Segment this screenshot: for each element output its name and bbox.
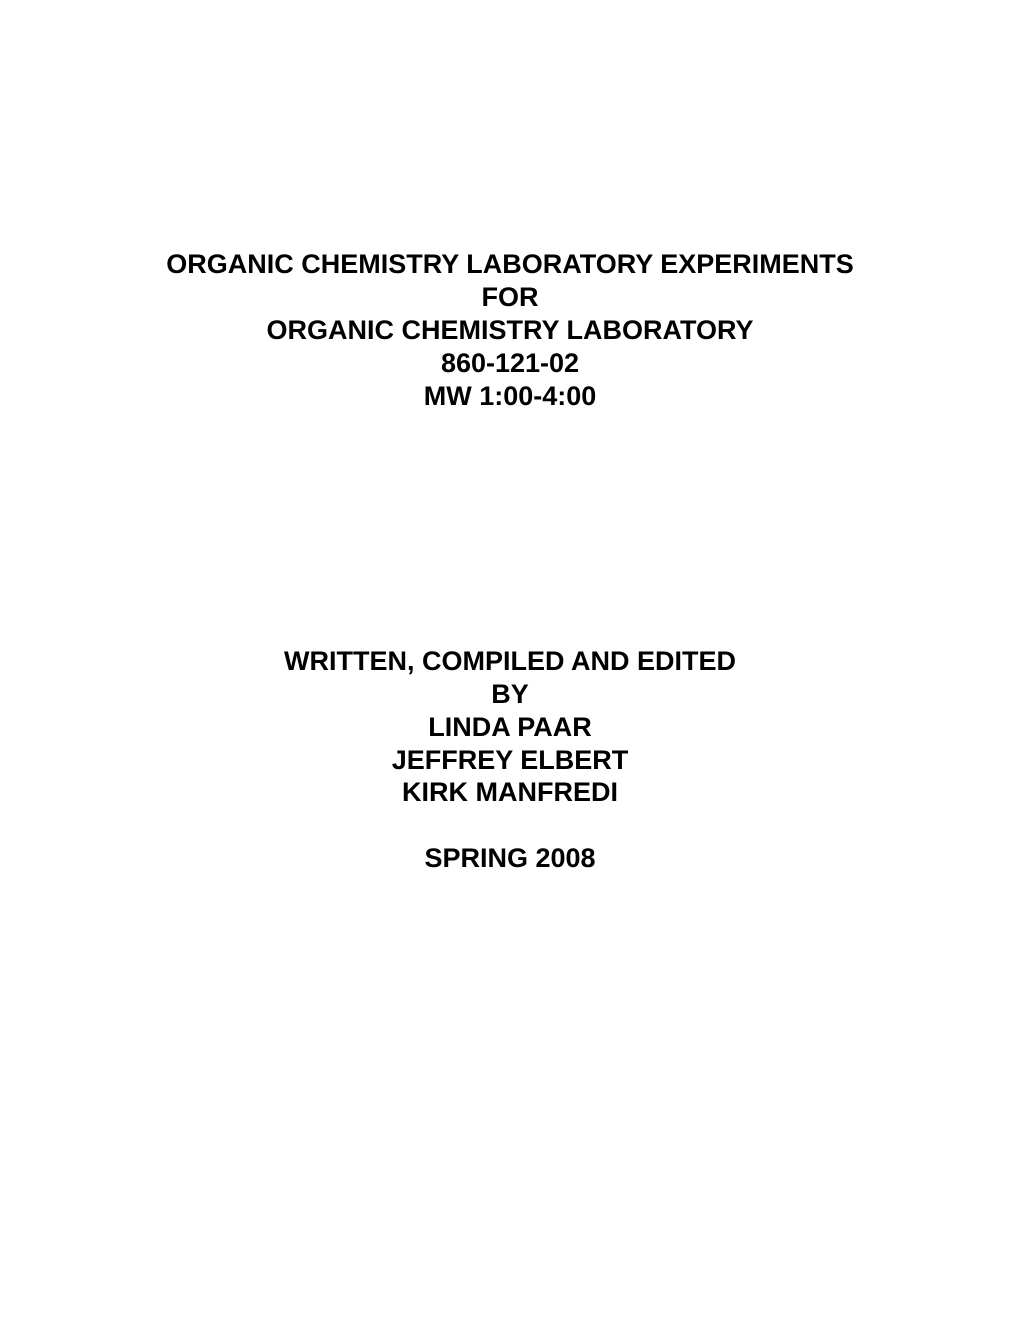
title-line-3: ORGANIC CHEMISTRY LABORATORY [0, 314, 1020, 347]
term: SPRING 2008 [424, 843, 595, 873]
credits-heading-2: BY [0, 678, 1020, 711]
credits-heading-1: WRITTEN, COMPILED AND EDITED [0, 645, 1020, 678]
document-page: ORGANIC CHEMISTRY LABORATORY EXPERIMENTS… [0, 0, 1020, 1320]
author-2: JEFFREY ELBERT [0, 744, 1020, 777]
author-3: KIRK MANFREDI [0, 776, 1020, 809]
title-block: ORGANIC CHEMISTRY LABORATORY EXPERIMENTS… [0, 248, 1020, 413]
author-1: LINDA PAAR [0, 711, 1020, 744]
term-block: SPRING 2008 [0, 842, 1020, 875]
course-number: 860-121-02 [0, 347, 1020, 380]
title-line-1: ORGANIC CHEMISTRY LABORATORY EXPERIMENTS [0, 248, 1020, 281]
schedule: MW 1:00-4:00 [0, 380, 1020, 413]
credits-block: WRITTEN, COMPILED AND EDITED BY LINDA PA… [0, 645, 1020, 810]
title-line-2: FOR [0, 281, 1020, 314]
